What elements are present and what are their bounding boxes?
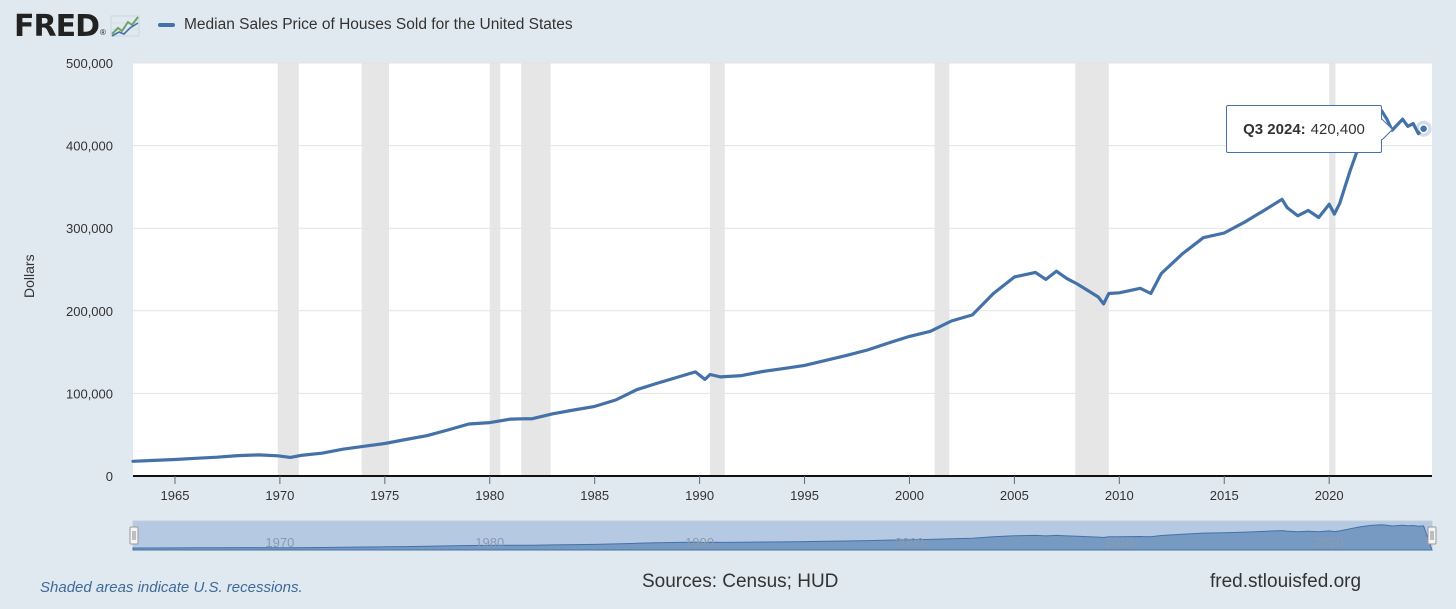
recession-note: Shaded areas indicate U.S. recessions. — [40, 579, 303, 596]
y-tick-label: 200,000 — [66, 304, 113, 319]
line-chart[interactable]: 0 100,000 200,000 300,000 400,000 500,000 1965… — [0, 0, 1456, 560]
tooltip-value: 420,400 — [1310, 120, 1365, 138]
recession-band — [1075, 63, 1109, 476]
x-tick-label: 1985 — [580, 488, 609, 503]
site-link[interactable]: fred.stlouisfed.org — [1210, 571, 1362, 592]
navigator-handle[interactable] — [129, 526, 139, 545]
series-line[interactable] — [131, 109, 1426, 463]
navigator-series-area — [132, 524, 1433, 551]
legend-label: Median Sales Price of Houses Sold for th… — [184, 16, 573, 33]
recession-band — [934, 63, 950, 476]
y-tick-label: 500,000 — [66, 56, 113, 71]
navigator-label: 2000 — [895, 535, 924, 550]
x-tick-label: 1990 — [685, 488, 714, 503]
x-tick-label: 1965 — [161, 488, 190, 503]
y-tick-label: 300,000 — [66, 221, 113, 236]
chart-header: FRED ® Median Sales Price of Houses Sold… — [0, 0, 1456, 56]
x-tick-label: 1980 — [475, 488, 504, 503]
x-tick-label: 2005 — [1000, 488, 1029, 503]
sources-text: Sources: Census; HUD — [642, 571, 839, 592]
navigator-label: 1970 — [265, 535, 294, 550]
x-tick-label: 1995 — [790, 488, 819, 503]
navigator-label: 1980 — [475, 535, 504, 550]
recession-band — [277, 63, 299, 476]
x-tick-label: 2015 — [1210, 488, 1239, 503]
x-tick-label: 1975 — [370, 488, 399, 503]
trend-graph-icon — [110, 15, 140, 37]
navigator-handle[interactable] — [1427, 526, 1437, 545]
x-tick-label: 2010 — [1105, 488, 1134, 503]
hover-point[interactable] — [1418, 123, 1429, 134]
recession-band — [489, 63, 501, 476]
recession-band — [1329, 63, 1336, 476]
y-tick-label: 400,000 — [66, 139, 113, 154]
tooltip-period: Q3 2024: — [1243, 120, 1306, 138]
legend-swatch — [158, 23, 175, 27]
logo-text: FRED — [14, 8, 100, 44]
data-tooltip: Q3 2024: 420,400 — [1226, 105, 1394, 153]
recession-band — [710, 63, 725, 476]
plot-area — [133, 63, 1432, 476]
navigator-label: 1990 — [685, 535, 714, 550]
y-tick-label: 0 — [106, 469, 113, 484]
fred-logo[interactable]: FRED ® — [14, 8, 140, 44]
x-tick-label: 2000 — [895, 488, 924, 503]
recession-band — [361, 63, 390, 476]
navigator-label: 2020 — [1315, 535, 1344, 550]
logo-registered-mark: ® — [100, 28, 106, 37]
x-tick-label: 2020 — [1315, 488, 1344, 503]
x-tick-label: 1970 — [265, 488, 294, 503]
navigator-label: 2010 — [1105, 535, 1134, 550]
recession-band — [521, 63, 551, 476]
chart-legend[interactable]: Median Sales Price of Houses Sold for th… — [158, 16, 573, 34]
y-tick-label: 100,000 — [66, 386, 113, 401]
y-axis-title: Dollars — [21, 254, 37, 298]
